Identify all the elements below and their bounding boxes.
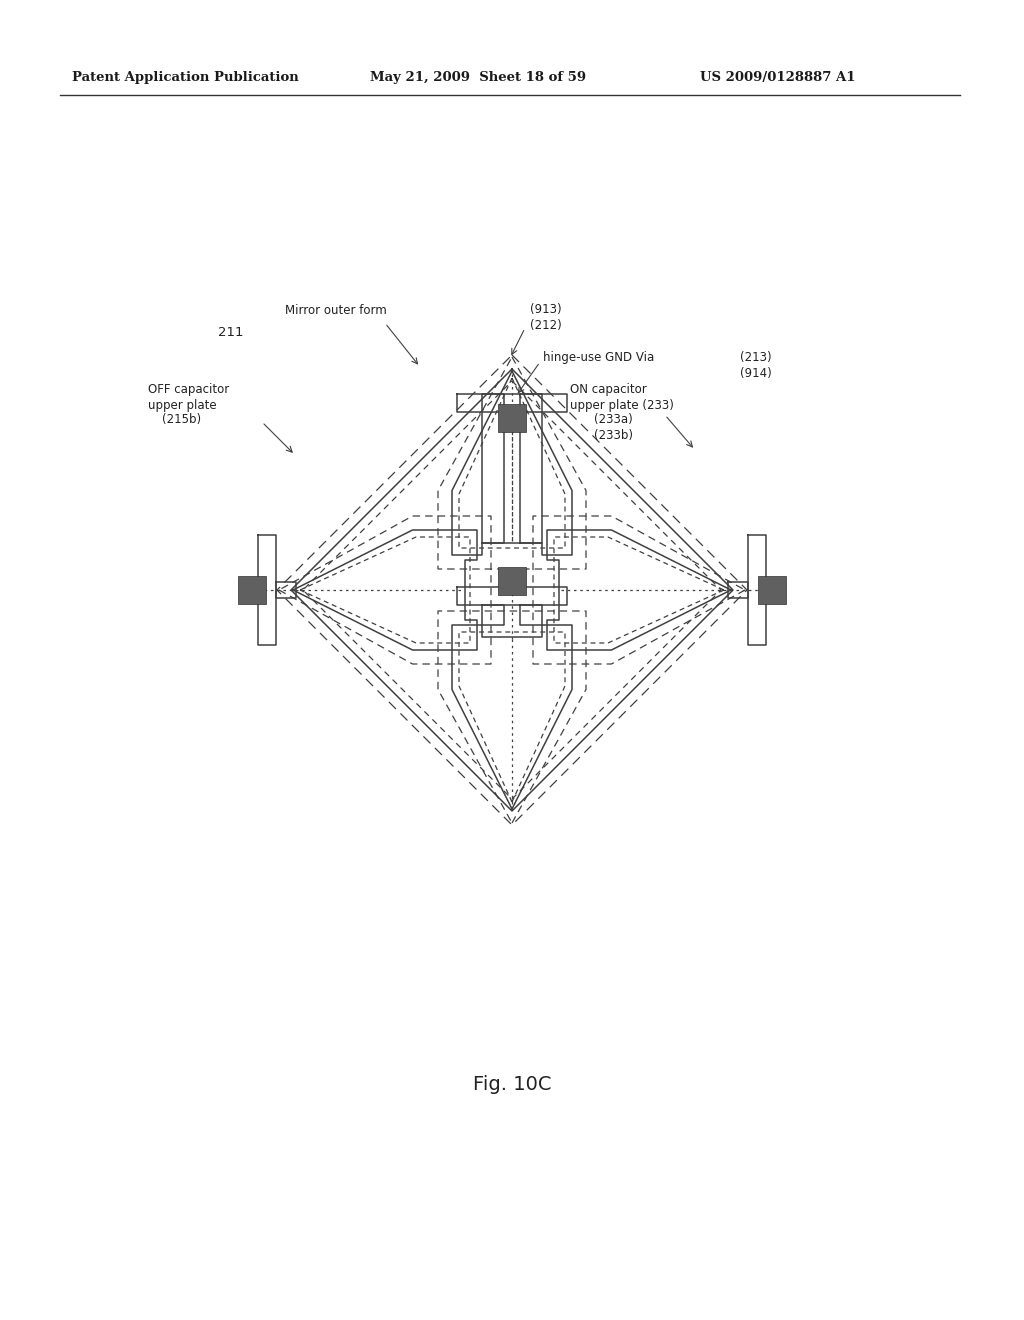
- Text: upper plate: upper plate: [148, 399, 217, 412]
- Text: Patent Application Publication: Patent Application Publication: [72, 71, 299, 84]
- Text: May 21, 2009  Sheet 18 of 59: May 21, 2009 Sheet 18 of 59: [370, 71, 586, 84]
- Text: Fig. 10C: Fig. 10C: [473, 1076, 551, 1094]
- Text: hinge-use GND Via: hinge-use GND Via: [543, 351, 654, 364]
- Bar: [238, 576, 266, 605]
- Bar: [498, 568, 526, 595]
- Text: (914): (914): [740, 367, 772, 380]
- Bar: [758, 576, 786, 605]
- Text: (233a): (233a): [594, 413, 633, 426]
- Text: upper plate (233): upper plate (233): [570, 399, 674, 412]
- Text: (213): (213): [740, 351, 772, 364]
- Bar: [498, 404, 526, 432]
- Text: (913): (913): [530, 304, 561, 317]
- Text: (233b): (233b): [594, 429, 633, 441]
- Text: US 2009/0128887 A1: US 2009/0128887 A1: [700, 71, 855, 84]
- Text: Mirror outer form: Mirror outer form: [285, 304, 387, 317]
- Text: (215b): (215b): [162, 413, 201, 426]
- Text: OFF capacitor: OFF capacitor: [148, 384, 229, 396]
- Text: (212): (212): [530, 318, 562, 331]
- Text: 211: 211: [218, 326, 244, 338]
- Text: ON capacitor: ON capacitor: [570, 384, 647, 396]
